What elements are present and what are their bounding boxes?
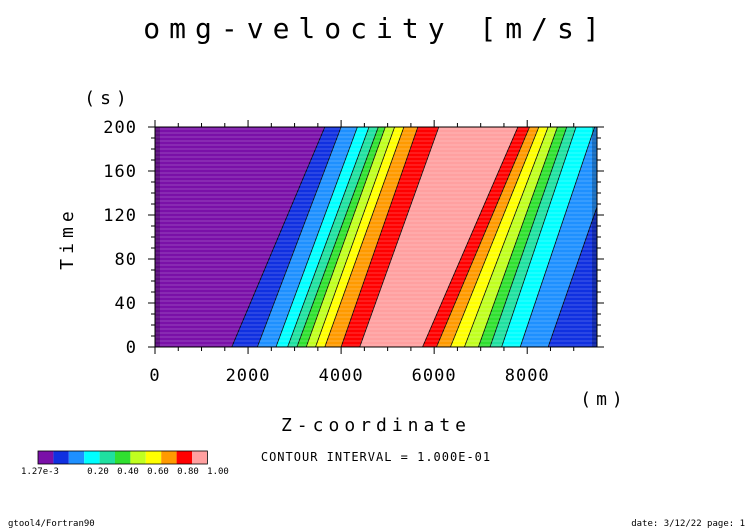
colorbar-swatch [84, 451, 100, 464]
colorbar-tick-label: 1.00 [207, 467, 229, 477]
colorbar-swatch [68, 451, 85, 464]
x-axis: 0 2000 4000 6000 8000 [149, 120, 575, 386]
contour-line [464, 127, 549, 347]
chart-title: omg-velocity [m/s] [143, 12, 608, 45]
contour-line [275, 127, 358, 347]
contour-line [315, 127, 395, 347]
colorbar-swatch [161, 451, 177, 464]
y-tick-label: 160 [103, 162, 137, 182]
colorbar-swatch [38, 451, 54, 464]
contour-line [489, 127, 568, 347]
contour-line [340, 127, 419, 347]
x-tick-label: 4000 [319, 366, 364, 386]
colorbar-swatch [53, 451, 69, 464]
colorbar-swatch [145, 451, 162, 464]
contour-line [547, 205, 597, 347]
y-tick-label: 40 [115, 294, 137, 314]
contour-fill [155, 127, 597, 347]
contour-line [231, 127, 326, 347]
y-axis-unit: (s) [84, 88, 132, 109]
colorbar-swatch [176, 451, 192, 464]
y-tick-label: 80 [115, 250, 137, 270]
contour-line [305, 127, 386, 347]
contour-line [519, 127, 596, 347]
contour-line [436, 127, 530, 347]
colorbar-swatch [192, 451, 208, 464]
x-tick-label: 6000 [412, 366, 457, 386]
y-tick-label: 120 [103, 206, 137, 226]
x-tick-label: 8000 [505, 366, 550, 386]
x-axis-unit: (m) [580, 389, 628, 410]
contour-band [155, 127, 326, 347]
colorbar-swatch [99, 451, 115, 464]
contour-line [256, 127, 342, 347]
colorbar: 1.27e-3 0.20 0.40 0.60 0.80 1.00 [21, 450, 229, 477]
colorbar-tick-label: 0.60 [147, 467, 169, 477]
contour-line [450, 127, 540, 347]
x-tick-label: 2000 [226, 366, 271, 386]
y-tick-label: 0 [126, 338, 137, 358]
y-axis: 0 40 80 120 160 200 [103, 118, 604, 358]
y-tick-label: 200 [103, 118, 137, 138]
contour-interval-note: CONTOUR INTERVAL = 1.000E-01 [261, 450, 491, 464]
contour-line [324, 127, 405, 347]
colorbar-swatch [130, 451, 146, 464]
colorbar-swatch [115, 451, 131, 464]
x-axis-label: Z-coordinate [281, 415, 471, 436]
stripe-pattern [155, 127, 597, 347]
contour-line [501, 127, 577, 347]
contour-line [477, 127, 558, 347]
x-tick-label: 0 [149, 366, 160, 386]
colorbar-tick-label: 0.80 [177, 467, 199, 477]
contour-line [422, 127, 519, 347]
y-axis-label: Time [57, 206, 78, 269]
contour-line [359, 127, 440, 347]
footer-right: date: 3/12/22 page: 1 [631, 519, 745, 529]
colorbar-tick-label: 1.27e-3 [21, 467, 59, 477]
contour-line [287, 127, 370, 347]
footer-left: gtool4/Fortran90 [8, 519, 95, 529]
colorbar-tick-label: 0.40 [117, 467, 139, 477]
contour-line [296, 127, 379, 347]
colorbar-tick-label: 0.20 [87, 467, 109, 477]
